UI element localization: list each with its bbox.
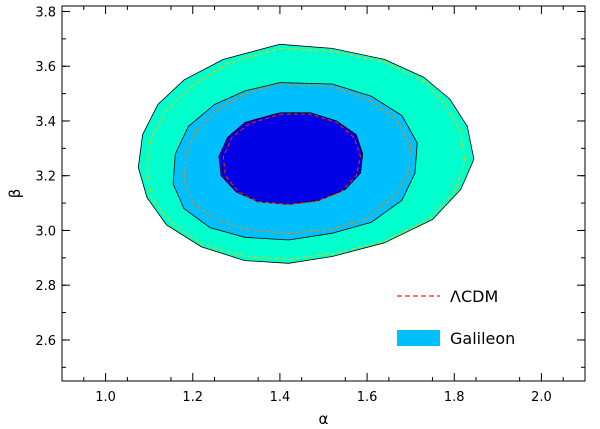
legend-lcdm-label: ΛCDM — [450, 287, 498, 306]
legend-galileon-label: Galileon — [450, 329, 515, 348]
x-tick-label: 1.2 — [182, 390, 203, 405]
x-tick-label: 1.0 — [95, 390, 116, 405]
y-tick-label: 3.2 — [35, 170, 56, 185]
lcdm-contour-middle — [183, 83, 412, 234]
plot-frame — [61, 5, 586, 382]
lcdm-contour-inner — [222, 113, 362, 205]
y-tick-label: 2.8 — [35, 279, 56, 294]
y-tick-label: 2.6 — [35, 334, 56, 349]
lcdm-contour-outer — [146, 47, 466, 260]
y-tick-label: 3.0 — [35, 224, 56, 239]
legend: ΛCDM Galileon — [397, 287, 515, 348]
y-tick-label: 3.8 — [35, 5, 56, 20]
x-tick-label: 1.6 — [357, 390, 378, 405]
y-tick-label: 3.4 — [35, 115, 56, 130]
galileon-contours — [137, 43, 475, 264]
x-tick-label: 1.8 — [444, 390, 465, 405]
x-axis-ticks: 1.0 1.2 1.4 1.6 1.8 2.0 — [83, 6, 564, 405]
lcdm-contours — [146, 47, 466, 260]
x-axis-label: α — [319, 410, 329, 428]
y-tick-label: 3.6 — [35, 60, 56, 75]
x-tick-label: 2.0 — [531, 390, 552, 405]
legend-galileon-swatch — [397, 330, 440, 346]
y-axis-ticks: 2.6 2.8 3.0 3.2 3.4 3.6 3.8 — [35, 5, 585, 368]
y-axis-label: β — [6, 189, 24, 199]
x-tick-label: 1.4 — [270, 390, 291, 405]
